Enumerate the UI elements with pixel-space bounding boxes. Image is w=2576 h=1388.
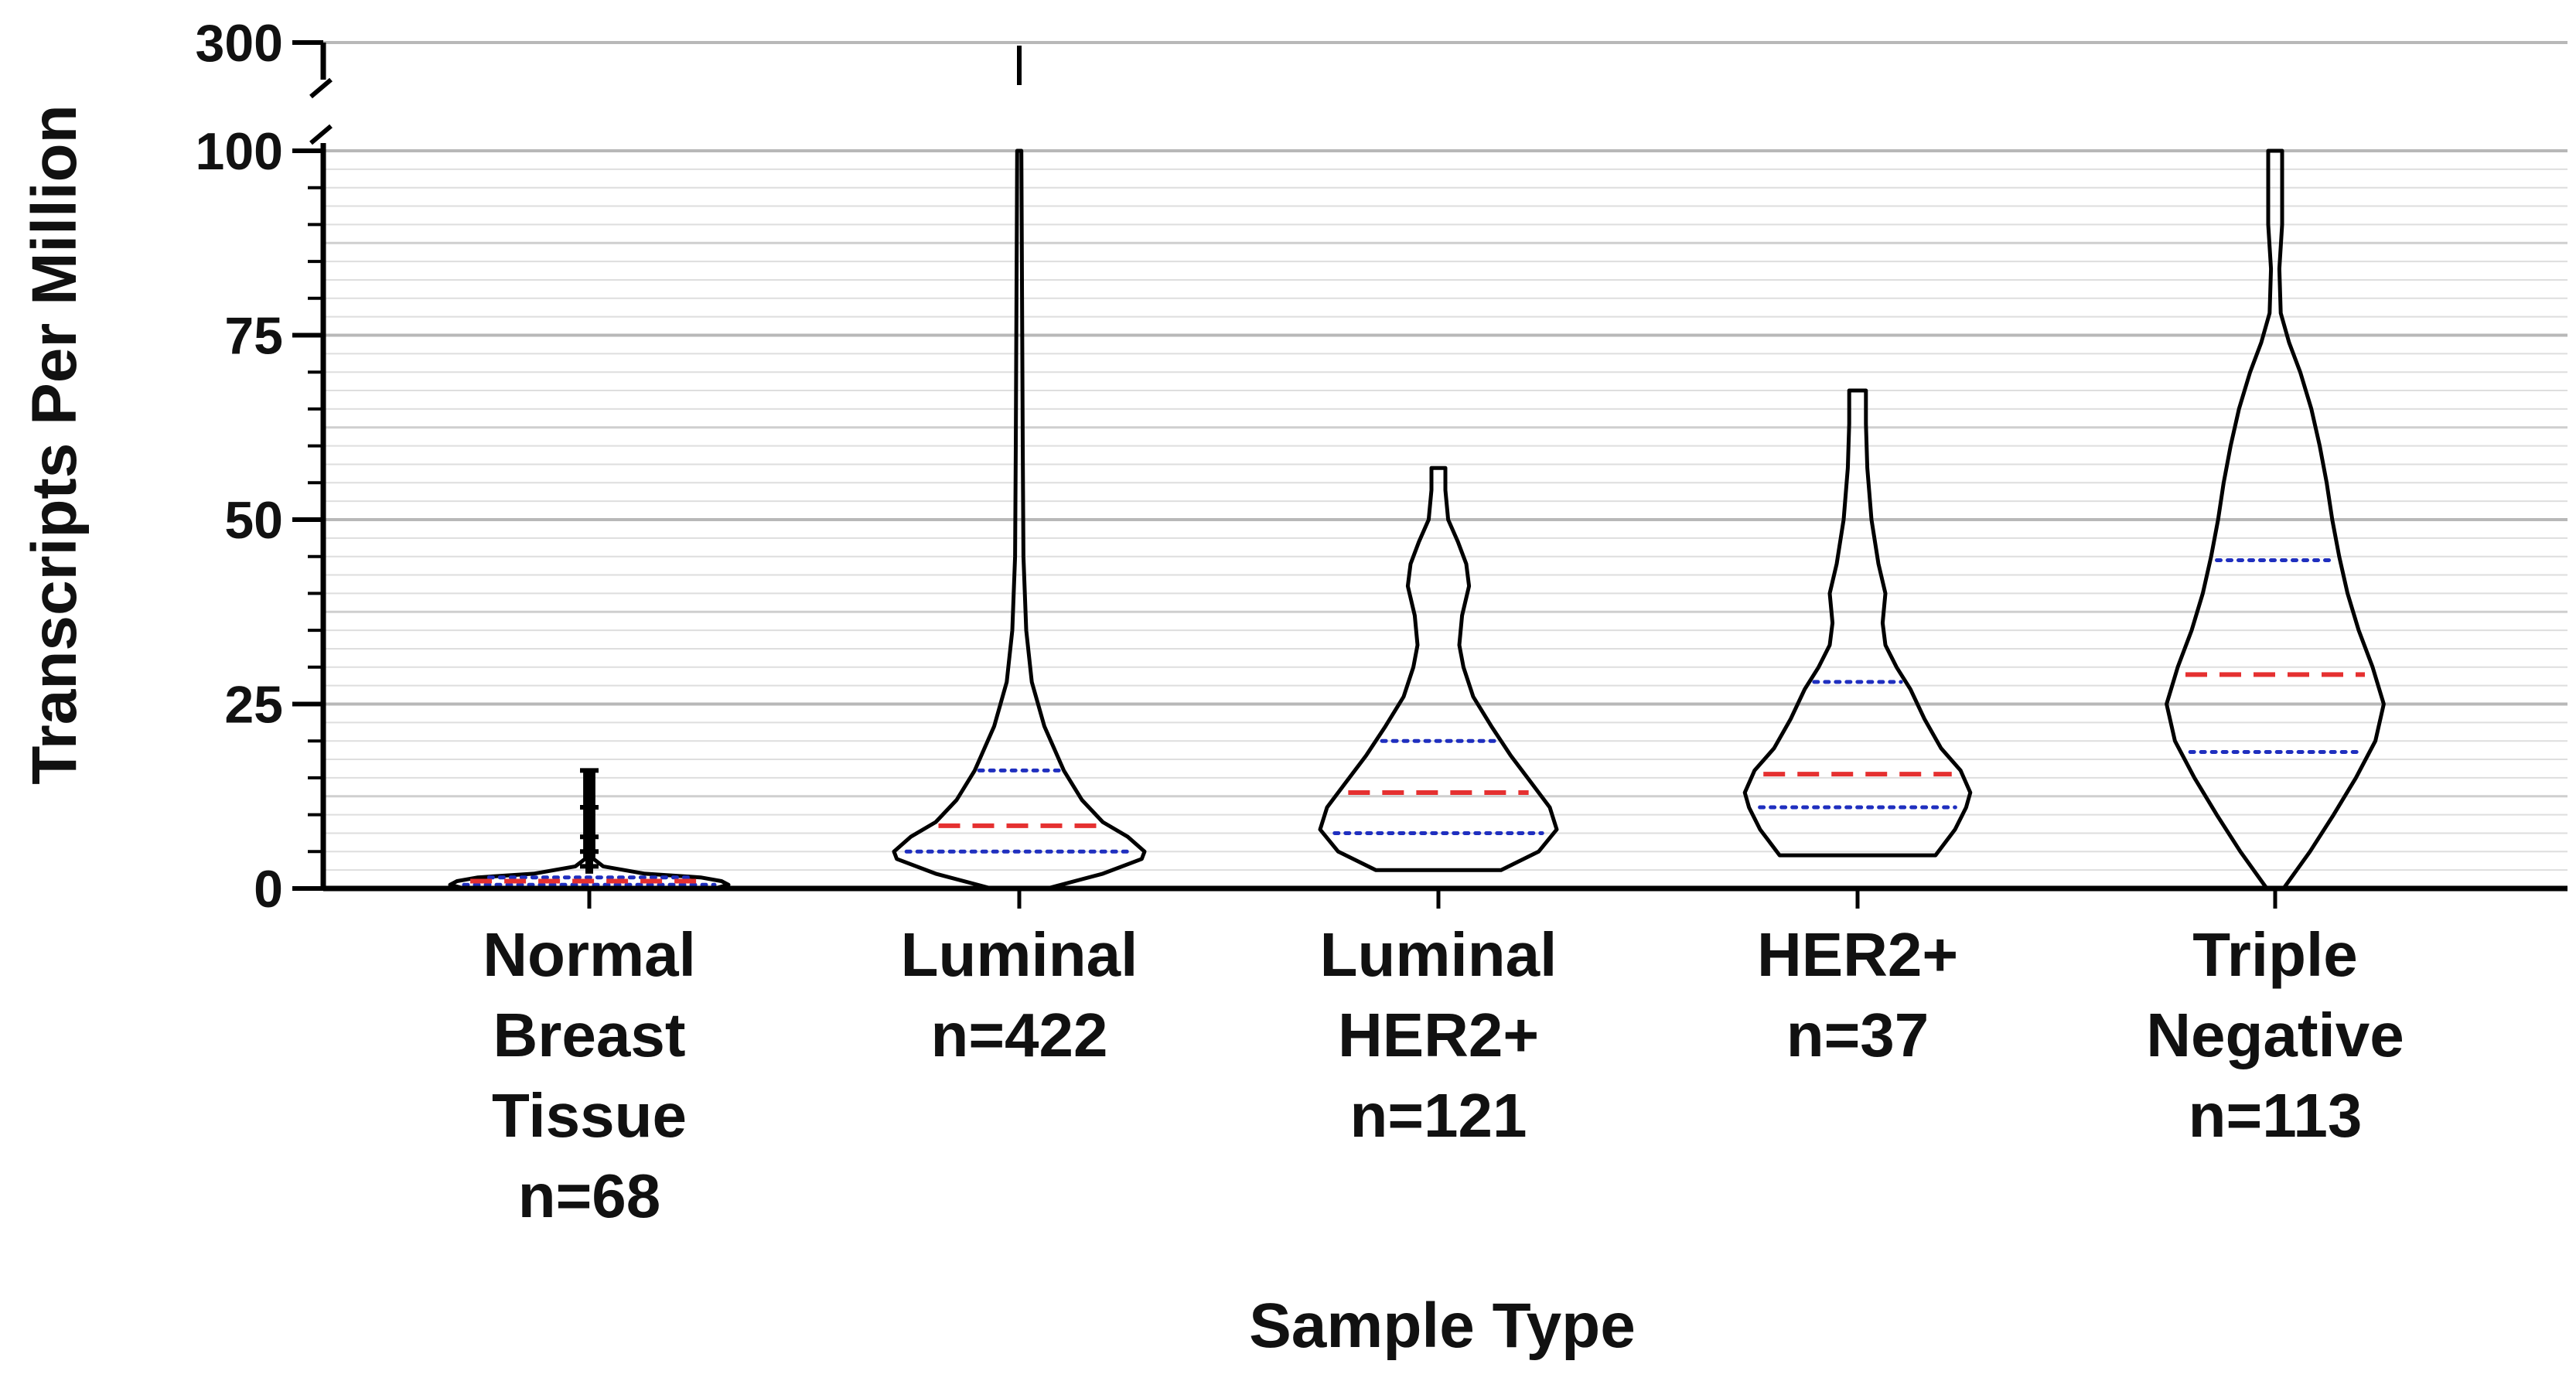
- category-label-line: Tissue: [492, 1081, 687, 1150]
- category-label-line: n=113: [2189, 1081, 2363, 1150]
- category-label-line: HER2+: [1338, 1001, 1539, 1069]
- axis-break-mark: [309, 124, 333, 145]
- y-tick-label: 25: [224, 676, 283, 735]
- gridlines: [323, 41, 2567, 871]
- y-tick-labels: 0 25 50 75 100 300: [196, 14, 283, 919]
- category-label: Luminal n=422: [901, 920, 1138, 1069]
- violins: [448, 46, 2386, 891]
- category-label: Triple Negative n=113: [2146, 920, 2404, 1150]
- category-label-line: n=422: [930, 1001, 1107, 1069]
- y-tick-label: 75: [224, 307, 283, 366]
- category-label-line: HER2+: [1757, 920, 1958, 989]
- category-label: Normal Breast Tissue n=68: [483, 920, 696, 1230]
- category-label-line: n=37: [1786, 1001, 1929, 1069]
- category-label-line: n=68: [518, 1161, 661, 1230]
- category-label: HER2+ n=37: [1757, 920, 1958, 1069]
- violin-body: [2165, 148, 2386, 891]
- category-label-line: Triple: [2192, 920, 2357, 989]
- category-label: Luminal HER2+ n=121: [1320, 920, 1558, 1150]
- y-axis-title: Transcripts Per Million: [19, 104, 90, 784]
- category-label-line: Luminal: [901, 920, 1138, 989]
- category-label-line: Luminal: [1320, 920, 1558, 989]
- x-axis-title: Sample Type: [1249, 1291, 1636, 1361]
- category-label-line: n=121: [1349, 1081, 1527, 1150]
- category-label-line: Normal: [483, 920, 696, 989]
- axis-break-mark: [309, 77, 333, 99]
- violin-body: [892, 148, 1147, 891]
- category-label-line: Negative: [2146, 1001, 2404, 1069]
- category-label-line: Breast: [493, 1001, 685, 1069]
- axes: [292, 40, 2567, 909]
- y-tick-label: 50: [224, 491, 283, 550]
- violin-body: [1318, 466, 1559, 872]
- y-tick-label-top: 300: [196, 14, 283, 73]
- y-tick-label: 100: [196, 122, 283, 181]
- y-tick-label: 0: [254, 860, 283, 919]
- violin-body: [1742, 388, 1973, 858]
